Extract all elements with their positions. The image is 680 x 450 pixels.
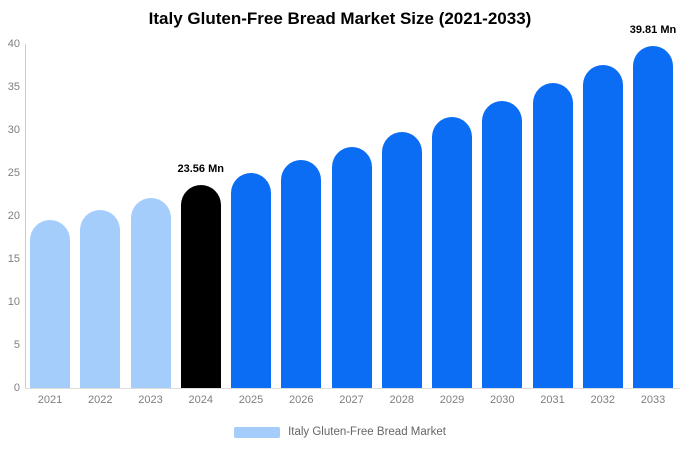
y-tick-35: 35 (7, 80, 20, 93)
y-tick-5: 5 (13, 338, 20, 351)
bar-2029[interactable] (432, 116, 472, 388)
data-label-2033: 39.81 Mn (629, 23, 677, 36)
bar-2028[interactable] (381, 132, 422, 388)
x-tick-2033: 2033 (640, 394, 666, 406)
chart-title: Italy Gluten-Free Bread Market Size (202… (148, 9, 532, 28)
bar-2030[interactable] (482, 100, 523, 388)
x-tick-2025: 2025 (238, 394, 264, 406)
bar-2021[interactable] (30, 220, 70, 388)
legend-swatch-icon (234, 426, 281, 438)
data-label-2024: 23.56 Mn (177, 163, 224, 176)
x-tick-2031: 2031 (540, 394, 565, 406)
y-tick-20: 20 (7, 209, 20, 222)
x-tick-2024: 2024 (188, 394, 213, 406)
x-tick-2030: 2030 (490, 394, 515, 406)
y-tick-10: 10 (7, 295, 20, 308)
x-tick-2026: 2026 (289, 394, 314, 406)
bar-2024[interactable] (180, 185, 221, 388)
y-tick-25: 25 (7, 166, 20, 179)
bar-2025[interactable] (231, 173, 271, 388)
x-tick-2021: 2021 (37, 394, 63, 406)
x-tick-2023: 2023 (138, 394, 163, 406)
x-tick-2028: 2028 (389, 394, 414, 406)
x-tick-2027: 2027 (339, 394, 364, 406)
y-tick-15: 15 (7, 252, 20, 265)
legend-item[interactable]: Italy Gluten-Free Bread Market (0, 426, 680, 438)
x-axis-line (25, 388, 680, 389)
bar-2031[interactable] (532, 83, 573, 388)
bar-2033[interactable] (633, 45, 673, 388)
bar-2022[interactable] (80, 209, 121, 388)
x-tick-2029: 2029 (439, 394, 465, 406)
bar-2032[interactable] (582, 65, 623, 388)
x-tick-2032: 2032 (590, 394, 615, 406)
bar-2026[interactable] (281, 160, 322, 388)
y-tick-40: 40 (7, 37, 20, 50)
legend-label: Italy Gluten-Free Bread Market (288, 426, 446, 438)
bar-2023[interactable] (130, 197, 171, 388)
bar-2027[interactable] (331, 146, 372, 388)
y-tick-0: 0 (13, 381, 20, 394)
y-axis-line (25, 44, 26, 388)
x-tick-2022: 2022 (88, 394, 113, 406)
y-tick-30: 30 (7, 123, 20, 136)
